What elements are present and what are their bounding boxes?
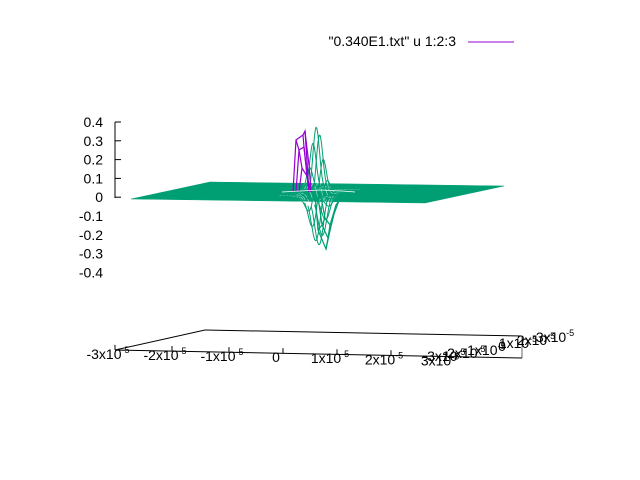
y-tick-label: -3x10-5 (422, 347, 465, 364)
z-tick-label: -0.2 (79, 227, 103, 243)
surface-highlight (281, 189, 356, 193)
x-tick-label: 3x10-5 (421, 351, 459, 368)
x-tick-label: -2x10-5 (143, 346, 186, 363)
surface-peak-line (298, 166, 312, 193)
z-tick-label: 0.4 (84, 114, 104, 130)
surface-trough-line (317, 217, 326, 231)
surface-trough-line (320, 196, 337, 227)
x-axis-ticks: -3x10-5 -2x10-5 -1x10-5 0 1x10-5 2x10-5 3x10-5 (86, 344, 459, 368)
z-axis-ticks: 0.4 0.3 0.2 0.1 0 -0.1 -0.2 -0.3 -0.4 (79, 114, 121, 280)
y-tick-label: 2x10-5 (517, 331, 555, 348)
surface-wire-v (294, 142, 325, 197)
surface-peak-line (302, 134, 308, 177)
y-tick-label: 0 (498, 338, 506, 354)
surface-mesh (130, 126, 505, 251)
surface-wire-v (304, 158, 335, 228)
z-tick-label: -0.4 (79, 264, 103, 280)
z-tick-label: -0.1 (79, 208, 103, 224)
z-tick-label: 0 (95, 189, 103, 205)
y-tick-label: 3x10-5 (536, 328, 574, 345)
legend: "0.340E1.txt" u 1:2:3 (329, 33, 514, 49)
z-tick-label: -0.3 (79, 246, 103, 262)
x-tick-label: 0 (272, 349, 280, 365)
x-tick-label: -3x10-5 (86, 345, 129, 362)
z-tick-label: 0.2 (84, 152, 104, 168)
y-tick-label: 1x10-5 (499, 334, 537, 351)
surface-peak-line (304, 130, 312, 193)
surface-wire-v (288, 183, 319, 197)
base-left-edge (114, 329, 206, 351)
surface-wire-v (307, 180, 339, 242)
y-tick-label: -2x10-5 (442, 344, 485, 361)
x-tick-label: 1x10-5 (311, 349, 349, 366)
z-tick-label: 0.1 (84, 170, 104, 186)
y-tick-label: -1x10-5 (462, 341, 505, 358)
z-tick-label: 0.3 (84, 133, 104, 149)
surface-wire-v (297, 126, 328, 202)
legend-label: "0.340E1.txt" u 1:2:3 (329, 33, 457, 49)
surface-peak-line (295, 139, 303, 169)
base-box (114, 329, 523, 359)
surface-wire-v (331, 189, 362, 197)
base-back-edge (204, 329, 523, 337)
base-front-edge (114, 349, 523, 359)
surface-wire-v (291, 167, 322, 197)
x-tick-label: 2x10-5 (365, 350, 403, 367)
surface-trough-line (325, 224, 331, 250)
x-tick-label: -1x10-5 (200, 347, 243, 364)
